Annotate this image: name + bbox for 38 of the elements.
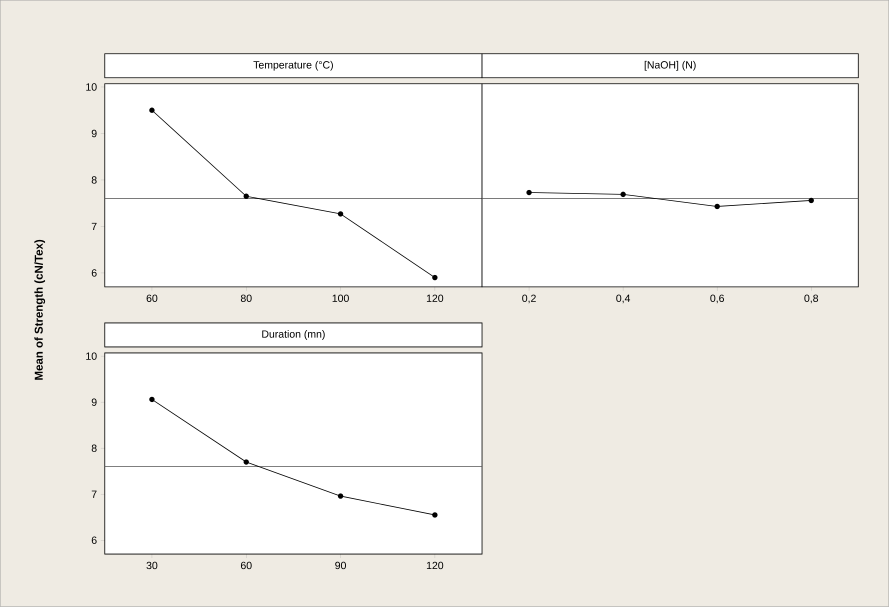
chart-title: Temperature (°C): [253, 60, 333, 71]
point: [432, 512, 438, 518]
x-tick-label: 60: [146, 294, 158, 302]
y-tick-label: 9: [92, 130, 97, 138]
y-axis-title: Mean of Strength (cN/Tex): [34, 240, 46, 380]
x-tick-label: 0,8: [804, 294, 818, 304]
point: [620, 192, 626, 198]
x-tick-label: 0,2: [522, 294, 536, 304]
x-tick-label: 120: [426, 294, 444, 302]
x-tick-label: 0,6: [710, 294, 724, 304]
x-tick-label: 90: [335, 562, 346, 570]
x-tick-label: 60: [240, 562, 252, 570]
point: [432, 274, 438, 280]
point: [244, 194, 249, 200]
y-tick-label: 6: [92, 536, 97, 544]
y-tick-label: 9: [92, 398, 97, 406]
y-tick-label: 7: [92, 222, 97, 230]
y-tick-label: 8: [92, 176, 97, 184]
point: [526, 190, 532, 196]
y-tick-label: 7: [92, 490, 97, 498]
x-tick-label: 0,4: [616, 294, 630, 304]
point: [338, 211, 344, 217]
point: [149, 108, 155, 114]
x-tick-label: 120: [426, 562, 444, 570]
point: [244, 459, 249, 465]
x-tick-label: 100: [332, 294, 349, 302]
point: [714, 204, 720, 210]
x-tick-label: 80: [240, 294, 252, 302]
chart-title: Duration (mn): [262, 330, 325, 340]
point: [338, 493, 344, 499]
chart-title: [NaOH] (N): [644, 60, 696, 71]
point: [149, 396, 155, 402]
x-tick-label: 30: [146, 562, 158, 570]
point: [808, 198, 814, 204]
y-tick-label: 8: [92, 444, 97, 452]
y-tick-label: 10: [86, 83, 97, 91]
y-tick-label: 10: [86, 352, 97, 360]
y-tick-label: 6: [92, 269, 97, 277]
